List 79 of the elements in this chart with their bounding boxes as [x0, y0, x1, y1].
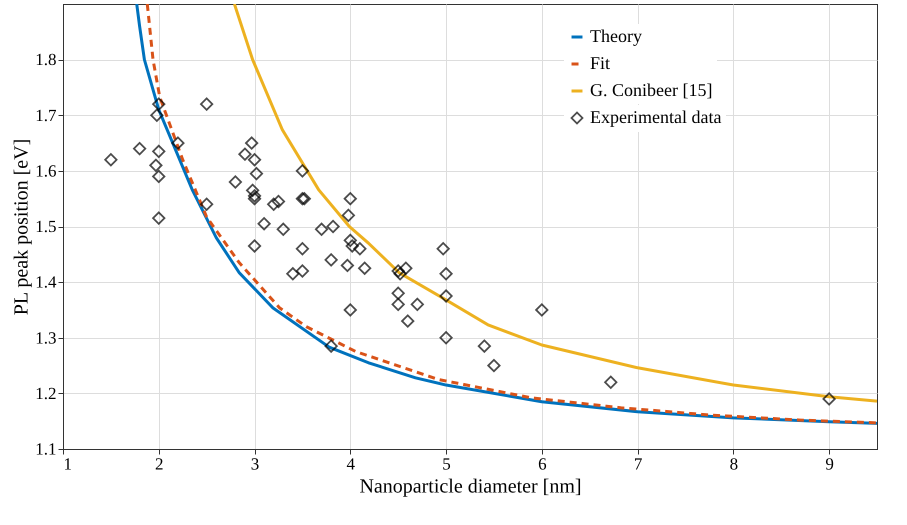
y-tick-label: 1.6: [35, 161, 56, 180]
point: [149, 158, 162, 172]
point: [344, 303, 357, 317]
point: [258, 217, 271, 230]
point: [392, 298, 405, 311]
point: [152, 212, 166, 225]
point: [344, 192, 357, 206]
point: [478, 339, 491, 353]
x-tick-label: 9: [825, 454, 834, 474]
point: [200, 98, 214, 111]
x-tick-label: 7: [634, 454, 643, 474]
point: [393, 267, 407, 280]
point: [358, 262, 372, 275]
legend-label: Fit: [590, 53, 610, 73]
point: [401, 314, 414, 328]
y-tick-label: 1.3: [35, 328, 56, 348]
x-tick-label: 1: [64, 454, 72, 474]
x-axis-title: Nanoparticle diameter [nm]: [359, 476, 582, 498]
x-tick-label: 4: [346, 454, 356, 474]
point: [248, 192, 262, 206]
x-tick-label: 5: [442, 454, 451, 474]
point: [228, 175, 242, 189]
legend-label: Theory: [590, 26, 642, 46]
point: [399, 262, 412, 275]
x-tick-label: 2: [155, 454, 164, 474]
point: [248, 189, 262, 203]
point: [250, 167, 264, 180]
point: [344, 234, 357, 248]
point: [272, 194, 286, 208]
point: [342, 208, 355, 222]
point: [326, 220, 340, 234]
point: [410, 298, 424, 311]
point: [248, 153, 262, 166]
point: [296, 264, 310, 278]
point: [353, 242, 366, 256]
legend-label: Experimental data: [590, 107, 722, 127]
y-tick-label: 1.5: [35, 217, 56, 236]
point: [439, 331, 453, 344]
point: [822, 392, 836, 406]
y-tick-label: 1.8: [35, 50, 56, 70]
point: [346, 239, 359, 253]
point: [152, 144, 166, 158]
point: [324, 253, 338, 266]
point: [436, 242, 450, 256]
point: [152, 98, 166, 111]
point: [487, 358, 501, 372]
point: [324, 339, 338, 353]
point: [392, 264, 405, 278]
point: [340, 258, 354, 272]
point: [604, 376, 618, 389]
point: [104, 153, 118, 166]
point: [245, 136, 258, 150]
point: [296, 242, 310, 256]
point: [267, 198, 280, 211]
point: [439, 289, 453, 303]
y-axis-title: PL peak position [eV]: [10, 138, 32, 316]
point: [248, 239, 262, 253]
point: [392, 286, 405, 300]
point: [238, 148, 252, 161]
point: [296, 164, 310, 178]
x-tick-label: 8: [730, 454, 738, 474]
point: [535, 303, 548, 317]
point: [200, 198, 214, 211]
point: [276, 222, 290, 236]
point: [133, 142, 146, 156]
x-tick-label: 3: [250, 454, 260, 474]
y-tick-label: 1.4: [35, 272, 57, 292]
point: [246, 184, 260, 197]
point: [439, 267, 453, 280]
y-tick-label: 1.7: [35, 106, 57, 125]
point: [150, 108, 164, 122]
point: [286, 267, 300, 280]
y-tick-label: 1.2: [35, 384, 56, 403]
x-tick-label: 6: [538, 454, 547, 474]
legend-label: G. Conibeer [15]: [590, 80, 712, 100]
point: [171, 136, 185, 150]
point: [152, 170, 166, 184]
y-tick-label: 1.1: [35, 440, 56, 458]
point: [314, 222, 328, 236]
